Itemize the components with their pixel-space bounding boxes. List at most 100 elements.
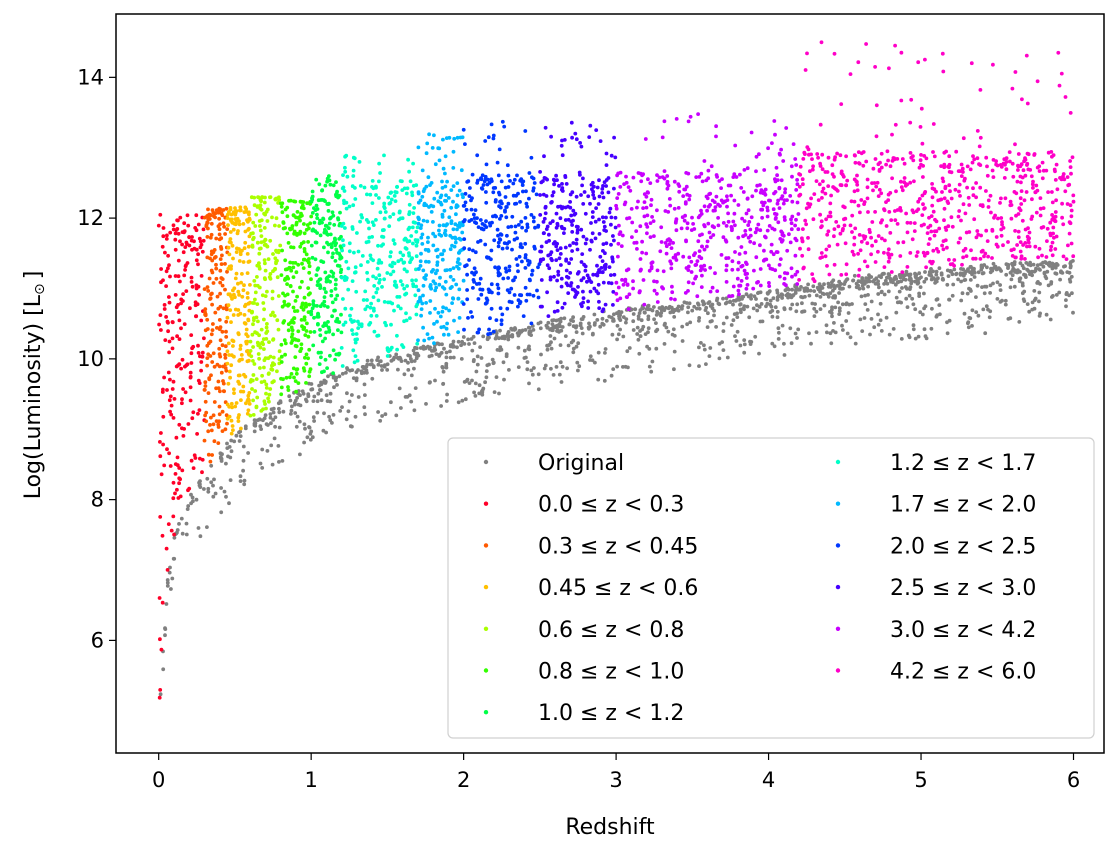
series-point-7 [420, 301, 425, 306]
series-point-8 [496, 291, 501, 296]
series-point-11 [861, 163, 866, 168]
series-point-1 [215, 294, 220, 299]
series-point-10 [795, 200, 800, 205]
series-point-11 [809, 196, 813, 201]
series-point-3 [276, 327, 281, 332]
series-point-7 [442, 332, 446, 337]
series-point-0 [174, 435, 179, 440]
series-point-6 [350, 227, 355, 231]
series-point-1 [224, 368, 229, 373]
series-point-6 [392, 241, 397, 246]
series-point-5 [329, 245, 334, 250]
series-point-4 [307, 257, 311, 261]
original-point [833, 330, 838, 335]
series-point-2 [230, 217, 234, 222]
series-point-1 [210, 328, 215, 332]
series-point-6 [378, 171, 382, 175]
series-point-10 [648, 221, 653, 226]
series-point-11 [1025, 151, 1030, 156]
series-point-11 [1004, 167, 1009, 172]
series-point-2 [236, 281, 240, 286]
series-point-11 [886, 247, 891, 252]
series-point-7 [427, 336, 431, 341]
original-point [312, 419, 316, 423]
series-point-10 [644, 222, 649, 227]
series-point-11 [905, 220, 910, 225]
series-point-7 [442, 248, 446, 253]
series-point-11 [942, 218, 946, 223]
series-point-9 [559, 143, 564, 148]
series-point-5 [335, 319, 340, 324]
original-point [913, 336, 918, 341]
series-point-9 [581, 289, 585, 294]
series-point-8 [486, 135, 491, 140]
series-point-11 [965, 185, 969, 190]
series-point-6 [375, 334, 380, 338]
original-point [307, 425, 311, 429]
series-point-7 [439, 233, 444, 238]
original-point [559, 316, 563, 321]
original-point [836, 300, 840, 305]
series-point-11 [983, 251, 988, 256]
series-point-9 [609, 215, 614, 220]
original-point [680, 324, 685, 329]
series-point-6 [415, 341, 420, 346]
series-point-6 [408, 179, 413, 184]
series-point-7 [435, 254, 440, 259]
series-point-7 [441, 137, 445, 142]
series-point-10 [771, 207, 776, 212]
series-point-5 [310, 189, 315, 194]
series-point-4 [279, 273, 284, 277]
series-point-11 [886, 158, 890, 163]
series-point-4 [307, 347, 312, 352]
series-point-6 [397, 210, 402, 215]
series-point-10 [762, 191, 767, 195]
series-point-3 [271, 252, 275, 256]
series-point-2 [231, 344, 235, 348]
series-point-0 [171, 379, 176, 384]
series-point-5 [313, 229, 318, 234]
series-point-0 [167, 263, 171, 267]
original-point [191, 499, 195, 504]
series-point-8 [525, 225, 530, 230]
series-point-11 [883, 238, 887, 243]
series-point-11 [842, 223, 847, 228]
original-point [293, 402, 297, 407]
original-point [844, 278, 849, 282]
series-point-11 [839, 102, 844, 106]
series-point-4 [307, 302, 312, 307]
series-point-10 [765, 205, 770, 210]
series-point-3 [248, 349, 253, 353]
original-point [219, 486, 224, 490]
series-point-9 [538, 170, 542, 174]
original-point [260, 466, 265, 470]
series-point-11 [956, 169, 961, 174]
series-point-11 [1037, 164, 1042, 169]
series-point-11 [912, 179, 916, 184]
series-point-2 [237, 259, 242, 263]
series-point-9 [600, 215, 605, 220]
series-point-5 [333, 297, 338, 302]
series-point-3 [274, 248, 278, 253]
series-point-8 [467, 219, 472, 224]
series-point-6 [376, 261, 381, 265]
series-point-10 [648, 181, 653, 186]
series-point-6 [351, 348, 356, 353]
series-point-8 [495, 282, 500, 287]
series-point-11 [942, 162, 947, 167]
series-point-3 [277, 248, 281, 253]
original-point [833, 305, 838, 310]
series-point-9 [592, 286, 597, 291]
series-point-11 [941, 247, 946, 252]
series-point-10 [705, 196, 710, 201]
series-point-6 [386, 300, 390, 305]
original-point [472, 390, 476, 395]
series-point-7 [443, 184, 448, 189]
series-point-9 [578, 141, 582, 145]
series-point-10 [703, 268, 707, 272]
original-point [439, 404, 443, 408]
series-point-8 [497, 204, 501, 209]
series-point-11 [980, 203, 985, 208]
series-point-6 [374, 218, 378, 222]
series-point-9 [559, 276, 564, 281]
